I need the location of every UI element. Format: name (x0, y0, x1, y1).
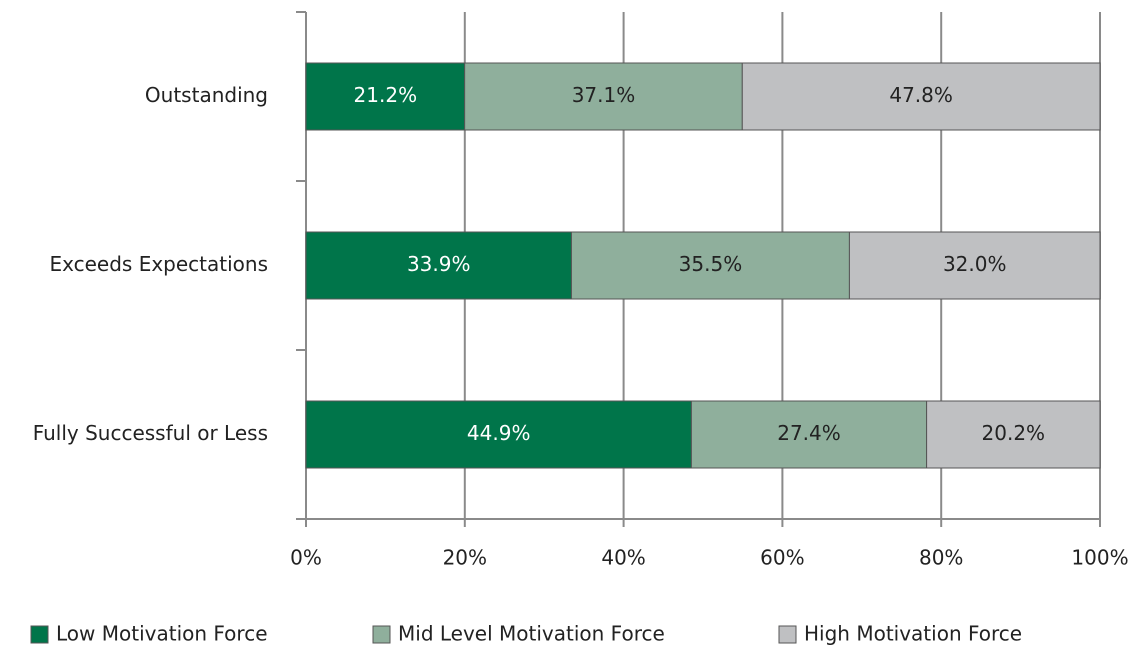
x-tick-label: 80% (919, 546, 963, 570)
bar-segment (741, 62, 1101, 131)
x-tick-label: 60% (760, 546, 804, 570)
data-label: 44.9% (467, 421, 531, 445)
bar-segment (305, 62, 466, 131)
data-label: 37.1% (572, 83, 636, 107)
data-label: 32.0% (943, 252, 1007, 276)
bar-segment (848, 231, 1101, 300)
data-label: 47.8% (889, 83, 953, 107)
bar-segment (464, 62, 743, 131)
bar-segment (305, 231, 572, 300)
legend-swatch (778, 625, 797, 644)
bar-segment (926, 400, 1101, 469)
data-label: 33.9% (407, 252, 471, 276)
y-tick-label: Exceeds Expectations (50, 252, 269, 276)
y-tick-label: Fully Successful or Less (33, 421, 268, 445)
bar-segment (690, 400, 928, 469)
x-tick-label: 40% (601, 546, 645, 570)
legend-label: High Motivation Force (804, 622, 1022, 646)
legend-swatch (372, 625, 391, 644)
data-label: 21.2% (354, 83, 418, 107)
legend-label: Mid Level Motivation Force (398, 622, 665, 646)
legend-swatch (30, 625, 49, 644)
data-label: 20.2% (982, 421, 1046, 445)
bar-segment (305, 400, 692, 469)
x-tick-label: 20% (443, 546, 487, 570)
x-tick-label: 0% (290, 546, 322, 570)
legend-label: Low Motivation Force (56, 622, 268, 646)
data-label: 35.5% (679, 252, 743, 276)
x-tick-label: 100% (1071, 546, 1128, 570)
data-label: 27.4% (777, 421, 841, 445)
y-tick-label: Outstanding (145, 83, 268, 107)
